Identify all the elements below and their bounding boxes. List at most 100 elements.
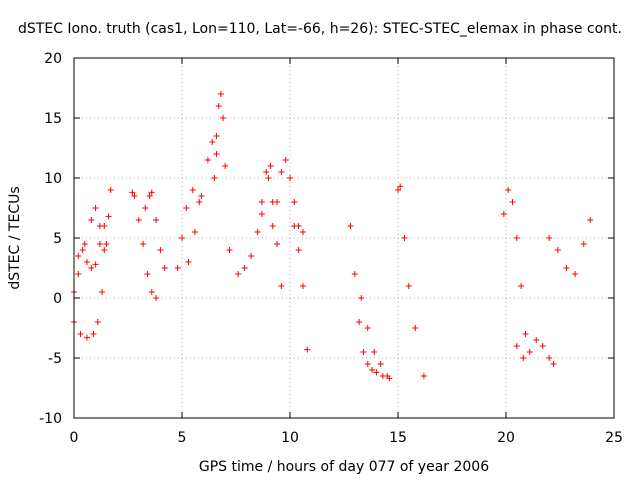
data-point bbox=[75, 253, 82, 259]
data-point bbox=[405, 283, 412, 289]
data-point bbox=[222, 163, 229, 169]
data-point bbox=[83, 334, 90, 341]
data-point bbox=[88, 217, 95, 223]
data-point bbox=[189, 187, 196, 193]
plot-frame bbox=[73, 57, 615, 419]
data-point bbox=[209, 139, 216, 145]
data-point bbox=[105, 213, 112, 220]
data-point bbox=[356, 319, 363, 325]
x-tick-label: 20 bbox=[497, 430, 515, 446]
x-tick-label: 10 bbox=[281, 430, 299, 446]
data-point bbox=[226, 247, 233, 253]
data-point bbox=[75, 271, 82, 277]
data-point bbox=[347, 223, 354, 229]
data-point bbox=[500, 211, 507, 217]
data-point bbox=[412, 325, 419, 331]
data-point bbox=[513, 235, 520, 241]
series-arc-k bbox=[258, 175, 285, 289]
data-point bbox=[265, 175, 272, 181]
series-arc-h bbox=[211, 91, 233, 253]
data-point bbox=[220, 115, 227, 121]
series-arc-n bbox=[358, 295, 391, 379]
x-axis-label: GPS time / hours of day 077 of year 2006 bbox=[199, 459, 489, 475]
series-arc-e bbox=[142, 189, 168, 271]
data-point bbox=[103, 241, 110, 247]
data-point bbox=[191, 229, 198, 235]
y-tick-labels: -10 -5 0 5 10 15 20 bbox=[39, 51, 62, 427]
series-arc-r bbox=[546, 217, 594, 277]
chart-title: dSTEC Iono. truth (cas1, Lon=110, Lat=-6… bbox=[18, 21, 622, 37]
data-point bbox=[546, 235, 553, 241]
data-point bbox=[580, 241, 587, 247]
x-tick-label: 25 bbox=[605, 430, 623, 446]
data-point bbox=[215, 103, 222, 109]
data-point bbox=[241, 265, 248, 271]
data-point bbox=[161, 265, 168, 271]
data-point bbox=[140, 241, 147, 247]
data-point bbox=[83, 259, 90, 265]
series-arc-p bbox=[500, 187, 529, 337]
data-point bbox=[395, 187, 401, 193]
data-point bbox=[179, 235, 185, 241]
y-tick-label: -5 bbox=[48, 351, 62, 367]
data-point bbox=[92, 205, 99, 211]
data-point bbox=[533, 337, 540, 343]
data-point bbox=[291, 223, 298, 229]
data-point bbox=[299, 229, 306, 235]
data-point bbox=[92, 261, 99, 268]
data-point bbox=[94, 319, 101, 325]
data-point bbox=[304, 346, 311, 353]
data-point bbox=[509, 199, 516, 205]
data-point bbox=[505, 187, 512, 193]
y-tick-label: 5 bbox=[53, 231, 62, 247]
data-point bbox=[369, 367, 376, 373]
data-point bbox=[587, 217, 594, 223]
y-tick-label: 0 bbox=[53, 291, 62, 307]
data-point bbox=[518, 283, 525, 289]
series-arc-f bbox=[174, 187, 203, 271]
data-point bbox=[88, 265, 95, 271]
data-point bbox=[291, 199, 298, 205]
data-point bbox=[520, 355, 527, 361]
data-point bbox=[131, 193, 138, 199]
data-point bbox=[267, 163, 274, 169]
data-point bbox=[183, 205, 190, 211]
data-point bbox=[546, 355, 553, 361]
data-point bbox=[204, 157, 211, 163]
data-point bbox=[278, 169, 285, 175]
data-point bbox=[377, 361, 384, 367]
data-point bbox=[522, 331, 529, 337]
series-arc-l bbox=[291, 223, 311, 353]
data-point bbox=[269, 223, 276, 229]
data-point bbox=[360, 349, 367, 355]
data-point bbox=[258, 199, 265, 205]
series-arc-o bbox=[395, 183, 427, 379]
data-point bbox=[148, 189, 155, 196]
data-point bbox=[153, 217, 160, 223]
series-arc-i bbox=[235, 163, 274, 277]
data-point bbox=[157, 247, 164, 253]
data-point bbox=[135, 217, 142, 223]
data-point bbox=[96, 223, 103, 229]
series-arc-j bbox=[269, 157, 306, 235]
x-tick-labels: 0 5 10 15 20 25 bbox=[70, 430, 623, 446]
data-point bbox=[153, 295, 160, 301]
data-point bbox=[526, 349, 533, 355]
data-point bbox=[258, 211, 265, 217]
data-point bbox=[146, 193, 153, 199]
data-point bbox=[384, 373, 391, 379]
data-point bbox=[351, 271, 358, 277]
data-point bbox=[96, 241, 103, 247]
data-point bbox=[539, 343, 546, 349]
data-point bbox=[269, 199, 276, 205]
data-point bbox=[563, 265, 570, 271]
y-tick-label: 15 bbox=[44, 111, 62, 127]
data-point bbox=[235, 271, 242, 277]
y-tick-label: 10 bbox=[44, 171, 62, 187]
data-point bbox=[211, 175, 218, 181]
data-point bbox=[213, 133, 220, 139]
y-tick-label: -10 bbox=[39, 411, 62, 427]
data-point bbox=[397, 183, 404, 190]
data-point bbox=[572, 271, 579, 277]
